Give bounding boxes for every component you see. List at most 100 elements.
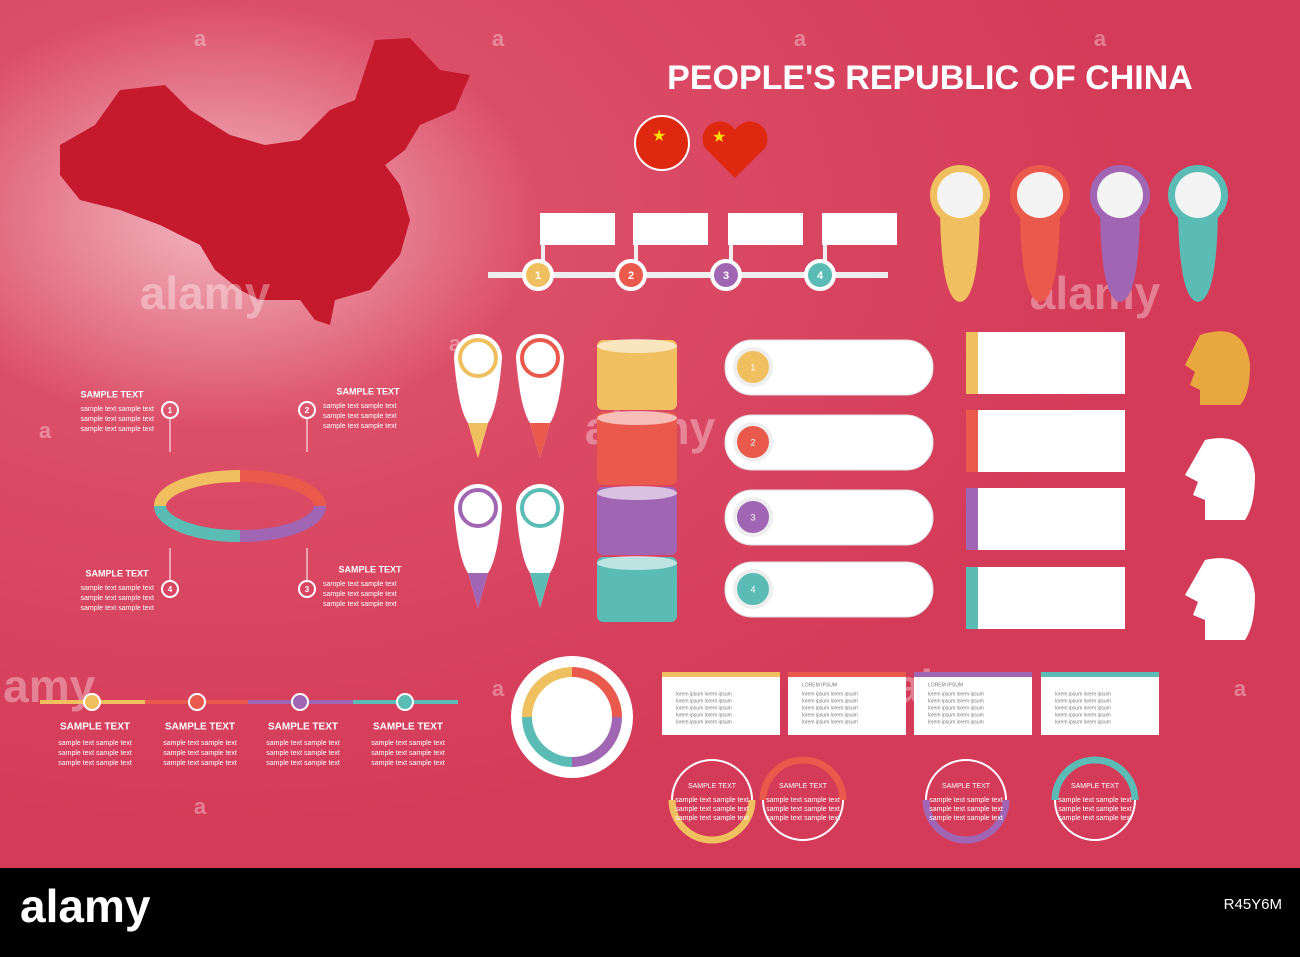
body-text: sample text sample text <box>163 750 237 757</box>
heading: SAMPLE TEXT <box>336 386 400 396</box>
pin-ring <box>520 338 560 378</box>
pill-marker <box>733 422 773 462</box>
svg-text:★: ★ <box>652 128 666 145</box>
pill-marker <box>733 497 773 537</box>
pill-number: 4 <box>750 584 755 594</box>
donut-segment <box>571 716 622 767</box>
body-text: sample text sample text <box>58 750 132 757</box>
pin-ring <box>458 488 498 528</box>
ring-number: 3 <box>305 585 310 594</box>
body-text: sample text sample text <box>371 740 445 747</box>
cylinder <box>597 487 677 555</box>
body-text: sample text sample text <box>266 740 340 747</box>
pin-face <box>1017 172 1063 218</box>
card-line: lorem ipsum lorem ipsum <box>1055 712 1111 718</box>
flag-heart: ★ <box>702 121 768 178</box>
watermark: alamy <box>0 660 96 712</box>
card-line: lorem ipsum lorem ipsum <box>802 691 858 697</box>
tab-stripe <box>966 410 978 472</box>
flag-circle: ★ <box>634 115 690 171</box>
card <box>788 672 906 735</box>
heading: SAMPLE TEXT <box>338 564 402 574</box>
card-line: lorem ipsum lorem ipsum <box>676 705 732 711</box>
pin-face <box>1097 172 1143 218</box>
tab <box>966 488 1125 550</box>
ring-segment <box>239 505 326 542</box>
card-line: lorem ipsum lorem ipsum <box>1055 698 1111 704</box>
heading: SAMPLE TEXT <box>688 783 737 790</box>
pin-tip <box>468 573 488 608</box>
watermark-letter: a <box>492 676 505 701</box>
cylinder-top <box>597 556 677 570</box>
watermark: alamy <box>140 267 271 319</box>
label-box <box>633 213 708 245</box>
card <box>662 672 780 735</box>
watermark-letter: a <box>39 418 52 443</box>
ring-number: 2 <box>305 406 310 415</box>
body-text: sample text sample text <box>766 806 840 813</box>
pin <box>1100 200 1140 302</box>
body-text: sample text sample text <box>766 797 840 804</box>
tab-stripe <box>966 488 978 550</box>
pin <box>1178 200 1218 302</box>
pill-number: 3 <box>750 512 755 522</box>
ring-number: 1 <box>168 406 173 415</box>
card-line: lorem ipsum lorem ipsum <box>676 698 732 704</box>
head-icons <box>1185 331 1255 640</box>
step-marker <box>710 259 742 291</box>
card-line: lorem ipsum lorem ipsum <box>928 705 984 711</box>
pill <box>724 414 934 471</box>
body-text: sample text sample text <box>80 416 154 423</box>
timeline-dot <box>396 693 414 711</box>
title: PEOPLE'S REPUBLIC OF CHINA <box>667 59 1193 97</box>
svg-text:★: ★ <box>712 129 726 146</box>
china-map <box>60 38 470 325</box>
note-arc <box>1051 756 1139 801</box>
watermark-letter: a <box>194 794 207 819</box>
card <box>914 672 1032 735</box>
tab <box>966 567 1125 629</box>
card-line: lorem ipsum lorem ipsum <box>802 705 858 711</box>
donut-segment <box>522 667 573 718</box>
cylinder-top <box>597 339 677 353</box>
card-top <box>662 672 780 677</box>
heading: SAMPLE TEXT <box>373 722 443 733</box>
pin <box>1020 200 1060 302</box>
pin-tip <box>468 423 488 458</box>
pin-tip <box>530 423 550 458</box>
ring-segment <box>154 470 241 507</box>
card-line: lorem ipsum lorem ipsum <box>802 698 858 704</box>
image-id: R45Y6M <box>1224 896 1282 913</box>
heading: SAMPLE TEXT <box>85 568 149 578</box>
note-arc <box>668 799 756 844</box>
pill <box>724 339 934 396</box>
body-text: sample text sample text <box>163 760 237 767</box>
cylinder-top <box>597 486 677 500</box>
body-text: sample text sample text <box>58 760 132 767</box>
tab-stripe <box>966 567 978 629</box>
card-line: lorem ipsum lorem ipsum <box>1055 719 1111 725</box>
card-line: lorem ipsum lorem ipsum <box>928 698 984 704</box>
body-text: sample text sample text <box>929 806 1003 813</box>
step-marker <box>804 259 836 291</box>
body-text: sample text sample text <box>163 740 237 747</box>
pill-marker <box>733 569 773 609</box>
card-line: lorem ipsum lorem ipsum <box>676 712 732 718</box>
footer-bar <box>0 868 1300 957</box>
step-marker <box>615 259 647 291</box>
pill-number: 1 <box>750 362 755 372</box>
body-text: sample text sample text <box>80 595 154 602</box>
body-text: sample text sample text <box>323 423 397 430</box>
body-text: sample text sample text <box>323 601 397 608</box>
tab <box>966 410 1125 472</box>
timeline-dot <box>83 693 101 711</box>
card-heading: LOREM IPSUM <box>802 682 837 688</box>
card-line: lorem ipsum lorem ipsum <box>802 712 858 718</box>
card <box>1041 672 1159 735</box>
timeline-dot <box>291 693 309 711</box>
card-line: lorem ipsum lorem ipsum <box>1055 691 1111 697</box>
label-box <box>540 213 615 245</box>
cylinder <box>597 412 677 485</box>
card-line: lorem ipsum lorem ipsum <box>928 712 984 718</box>
